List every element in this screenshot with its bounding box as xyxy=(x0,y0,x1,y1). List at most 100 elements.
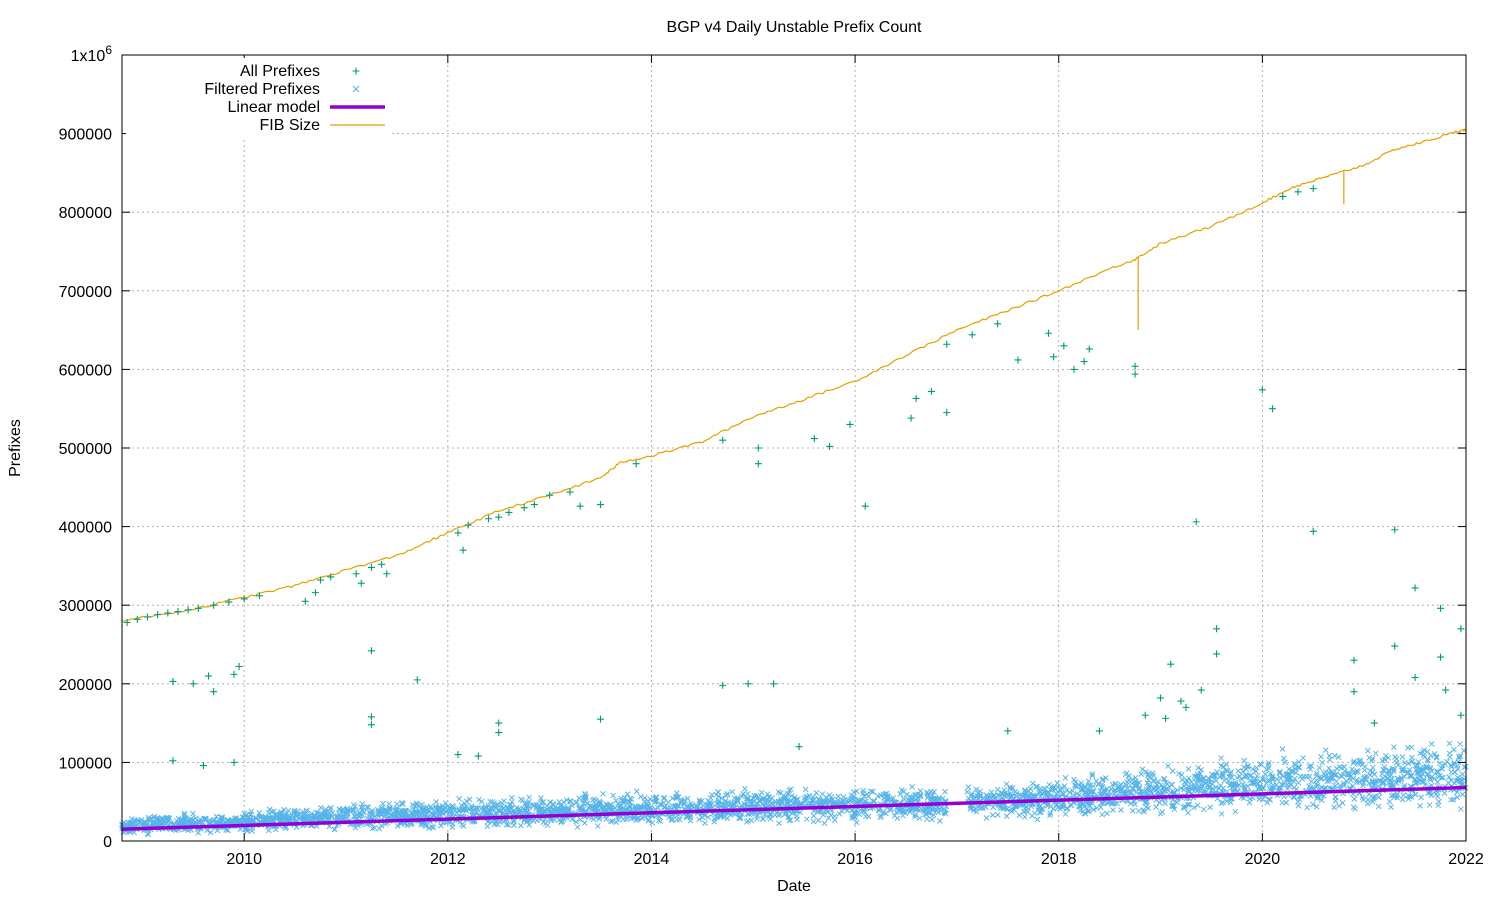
y-tick-label: 900000 xyxy=(59,127,112,144)
all-prefixes-point xyxy=(943,409,951,417)
all-prefixes-point xyxy=(1370,719,1378,727)
all-prefixes-point xyxy=(1258,386,1266,394)
all-prefixes-point xyxy=(210,601,218,609)
all-prefixes-point xyxy=(352,570,360,578)
all-prefixes-point xyxy=(795,743,803,751)
all-prefixes-point xyxy=(495,729,503,737)
legend-label: FIB Size xyxy=(260,117,321,134)
all-prefixes-point xyxy=(210,688,218,696)
all-prefixes-point xyxy=(311,589,319,597)
all-prefixes-point xyxy=(199,762,207,770)
all-prefixes-point xyxy=(1457,711,1465,719)
all-prefixes-point xyxy=(719,681,727,689)
all-prefixes-point xyxy=(1197,686,1205,694)
all-prefixes-point xyxy=(546,491,554,499)
all-prefixes-point xyxy=(1350,656,1358,664)
all-prefixes-point xyxy=(327,573,335,581)
all-prefixes-point xyxy=(367,563,375,571)
all-prefixes-point xyxy=(454,529,462,537)
all-prefixes-point xyxy=(495,719,503,727)
all-prefixes-point xyxy=(230,758,238,766)
all-prefixes-point xyxy=(169,757,177,765)
all-prefixes-point xyxy=(1080,358,1088,366)
all-prefixes-point xyxy=(927,387,935,395)
all-prefixes-point xyxy=(255,592,263,600)
all-prefixes-point xyxy=(1457,625,1465,633)
axes xyxy=(121,54,1467,842)
all-prefixes-point xyxy=(174,607,182,615)
all-prefixes-point xyxy=(1294,188,1302,196)
all-prefixes-point xyxy=(943,340,951,348)
x-tick-label: 2012 xyxy=(430,851,466,868)
all-prefixes-point xyxy=(1279,192,1287,200)
all-prefixes-point xyxy=(1060,342,1068,350)
all-prefixes-point xyxy=(378,560,386,568)
y-tick-label: 600000 xyxy=(59,362,112,379)
y-tick-label: 1x106 xyxy=(71,43,113,65)
all-prefixes-point xyxy=(474,752,482,760)
all-prefixes-point xyxy=(154,611,162,619)
all-prefixes-point xyxy=(576,502,584,510)
y-tick-label: 500000 xyxy=(59,441,112,458)
legend-label: All Prefixes xyxy=(240,63,320,80)
all-prefixes-point xyxy=(1157,694,1165,702)
all-prefixes-point xyxy=(632,460,640,468)
all-prefixes-point xyxy=(597,501,605,509)
x-tick-label: 2018 xyxy=(1041,851,1077,868)
x-tick-label: 2022 xyxy=(1448,851,1484,868)
all-prefixes-point xyxy=(994,320,1002,328)
all-prefixes-point xyxy=(1411,674,1419,682)
all-prefixes-point xyxy=(1391,526,1399,534)
all-prefixes-point xyxy=(1050,353,1058,361)
all-prefixes-point xyxy=(826,442,834,450)
all-prefixes-point xyxy=(123,618,131,626)
all-prefixes-point xyxy=(719,436,727,444)
x-axis-title: Date xyxy=(777,878,811,895)
all-prefixes-point xyxy=(454,751,462,759)
all-prefixes-point xyxy=(597,715,605,723)
all-prefixes-point xyxy=(1095,727,1103,735)
all-prefixes-point xyxy=(1213,650,1221,658)
all-prefixes-point xyxy=(133,615,141,623)
all-prefixes-point xyxy=(1192,518,1200,526)
legend-label: Linear model xyxy=(228,99,321,116)
all-prefixes-point xyxy=(1182,703,1190,711)
fib-size-line xyxy=(121,128,1467,622)
all-prefixes-point xyxy=(1085,345,1093,353)
all-prefixes-point xyxy=(235,663,243,671)
y-tick-label: 400000 xyxy=(59,520,112,537)
all-prefixes-point xyxy=(164,609,172,617)
all-prefixes-point xyxy=(566,488,574,496)
all-prefixes-point xyxy=(1437,604,1445,612)
all-prefixes-point xyxy=(505,508,513,516)
x-tick-label: 2014 xyxy=(634,851,670,868)
all-prefixes-series xyxy=(123,185,1465,770)
all-prefixes-point xyxy=(530,501,538,509)
tick-labels: 0 100000 200000 300000 400000 500000 600000 700… xyxy=(59,43,1484,868)
y-tick-label: 0 xyxy=(103,834,112,851)
x-tick-label: 2016 xyxy=(837,851,873,868)
all-prefixes-point xyxy=(1442,686,1450,694)
legend-marker-plus xyxy=(352,67,360,75)
all-prefixes-point xyxy=(1411,584,1419,592)
all-prefixes-point xyxy=(1309,185,1317,193)
all-prefixes-point xyxy=(1014,356,1022,364)
all-prefixes-point xyxy=(861,502,869,510)
all-prefixes-point xyxy=(1131,370,1139,378)
all-prefixes-point xyxy=(357,579,365,587)
all-prefixes-point xyxy=(968,331,976,339)
all-prefixes-point xyxy=(912,394,920,402)
all-prefixes-point xyxy=(205,672,213,680)
all-prefixes-point xyxy=(143,613,151,621)
all-prefixes-point xyxy=(317,576,325,584)
all-prefixes-point xyxy=(770,680,778,688)
all-prefixes-point xyxy=(240,595,248,603)
fib-size-series xyxy=(121,128,1467,622)
all-prefixes-point xyxy=(184,606,192,614)
all-prefixes-point xyxy=(225,598,233,606)
all-prefixes-point xyxy=(367,713,375,721)
all-prefixes-point xyxy=(810,435,818,443)
all-prefixes-point xyxy=(367,721,375,729)
